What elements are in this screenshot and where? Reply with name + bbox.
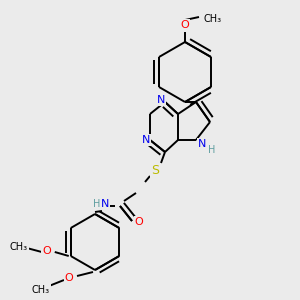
Text: N: N (198, 139, 206, 149)
Text: O: O (135, 217, 143, 227)
Text: O: O (64, 273, 74, 283)
Text: N: N (101, 199, 109, 209)
Text: CH₃: CH₃ (203, 14, 221, 24)
Text: H: H (208, 145, 216, 155)
Text: H: H (93, 199, 101, 209)
Text: N: N (157, 95, 165, 105)
Text: O: O (181, 20, 189, 30)
Text: O: O (42, 246, 51, 256)
Text: N: N (142, 135, 150, 145)
Text: CH₃: CH₃ (32, 285, 50, 295)
Text: CH₃: CH₃ (10, 242, 28, 252)
Text: S: S (151, 164, 159, 176)
